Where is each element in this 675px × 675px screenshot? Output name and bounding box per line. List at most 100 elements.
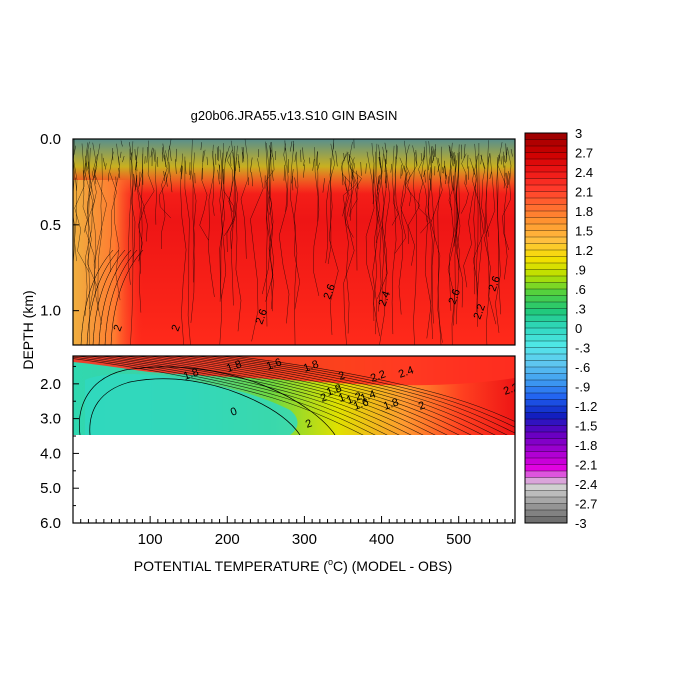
- colorbar-band: [524, 223, 568, 231]
- contour-line: [220, 356, 515, 428]
- contour-line: [356, 176, 359, 190]
- contour-line: [251, 172, 254, 187]
- contour-line: [430, 150, 435, 324]
- contour-line: [400, 140, 409, 244]
- contour-line: [394, 145, 403, 315]
- colorbar-band: [524, 347, 568, 355]
- contour-line: [302, 147, 304, 160]
- contour-line: [463, 144, 466, 159]
- contour-line: [179, 165, 182, 173]
- contour-line: [265, 142, 274, 302]
- contour-line: [196, 356, 508, 435]
- contour-line: [237, 154, 240, 169]
- contour-line: [432, 148, 436, 162]
- contour-line: [489, 171, 492, 180]
- colorbar-band: [524, 152, 568, 160]
- contour-line: [112, 148, 114, 161]
- contour-line: [442, 165, 445, 174]
- y-axis-title: DEPTH (km): [20, 290, 36, 369]
- contour-line: [112, 356, 424, 435]
- contour-label: 2: [319, 391, 329, 404]
- contour-line: [278, 147, 290, 324]
- contour-line: [303, 159, 305, 167]
- colorbar-label: -3: [575, 516, 587, 531]
- colorbar-band: [524, 243, 568, 251]
- colorbar-band: [524, 477, 568, 485]
- colorbar-band: [524, 288, 568, 296]
- contour-line: [73, 356, 376, 435]
- contour-line: [300, 149, 302, 163]
- contour-line: [265, 147, 275, 215]
- colorbar-band: [524, 230, 568, 238]
- contour-line: [421, 155, 428, 223]
- x-axis-title-suffix: C) (MODEL - OBS): [333, 558, 452, 574]
- contour-line: [118, 156, 120, 166]
- contour-line: [249, 157, 253, 173]
- x-axis-title-text: POTENTIAL TEMPERATURE (: [134, 558, 329, 574]
- contour-line: [84, 162, 87, 172]
- upper-panel-frame: [72, 138, 516, 346]
- contour-label: 1.8: [225, 358, 243, 375]
- colorbar-band: [524, 516, 568, 524]
- contour-line: [130, 152, 134, 345]
- contour-label: 2.4: [377, 290, 394, 308]
- contour-label: 1.8: [302, 358, 320, 375]
- x-tick-label: 500: [446, 531, 471, 548]
- contour-line: [460, 153, 469, 214]
- contour-line: [184, 156, 191, 345]
- contour-line: [342, 153, 356, 217]
- contour-line: [283, 164, 286, 181]
- colorbar-band: [524, 418, 568, 426]
- colorbar-band: [524, 366, 568, 374]
- contour-line: [161, 152, 168, 250]
- colorbar-label: -.3: [575, 341, 590, 356]
- x-axis: 100 200 300 400 500: [80, 516, 514, 548]
- contour-line: [375, 144, 382, 312]
- contour-label: 1: [337, 391, 347, 404]
- contour-line: [315, 151, 318, 166]
- colorbar-label: -2.4: [575, 477, 597, 492]
- colorbar-band: [524, 204, 568, 212]
- contour-label: 2: [417, 399, 427, 412]
- contour-line: [378, 175, 380, 185]
- contour-line: [379, 158, 387, 345]
- contour-line: [444, 160, 447, 177]
- contour-line: [135, 155, 138, 172]
- contour-line: [448, 149, 454, 211]
- contour-line: [158, 150, 172, 219]
- contour-line: [113, 143, 121, 301]
- contour-line: [456, 144, 464, 308]
- contour-line: [423, 169, 426, 177]
- colorbar-band: [524, 158, 568, 166]
- contour-line: [465, 174, 468, 185]
- colorbar-band: [524, 178, 568, 186]
- contour-line: [80, 249, 114, 345]
- contour-line: [86, 249, 120, 345]
- colorbar-band: [524, 145, 568, 153]
- contour-line: [267, 153, 274, 312]
- contour-line: [292, 175, 294, 191]
- colorbar-band: [524, 295, 568, 303]
- contour-line: [199, 149, 209, 241]
- colorbar-band: [524, 236, 568, 244]
- colorbar-band: [524, 405, 568, 413]
- lower-panel-frame: [72, 355, 516, 524]
- contour-line: [418, 156, 432, 234]
- contour-line: [189, 170, 192, 180]
- colorbar-band: [524, 275, 568, 283]
- contour-line: [294, 151, 297, 162]
- contour-line: [506, 171, 509, 184]
- contour-line: [170, 177, 173, 193]
- contour-line: [169, 145, 172, 161]
- colorbar-band: [524, 210, 568, 218]
- colorbar-band: [524, 490, 568, 498]
- contour-line: [92, 249, 126, 345]
- contour-line: [180, 167, 183, 175]
- colorbar-label: -2.1: [575, 458, 597, 473]
- contour-line: [390, 163, 393, 173]
- contour-line: [192, 152, 195, 283]
- contour-line: [247, 177, 250, 186]
- y-tick-label: 5.0: [40, 480, 61, 497]
